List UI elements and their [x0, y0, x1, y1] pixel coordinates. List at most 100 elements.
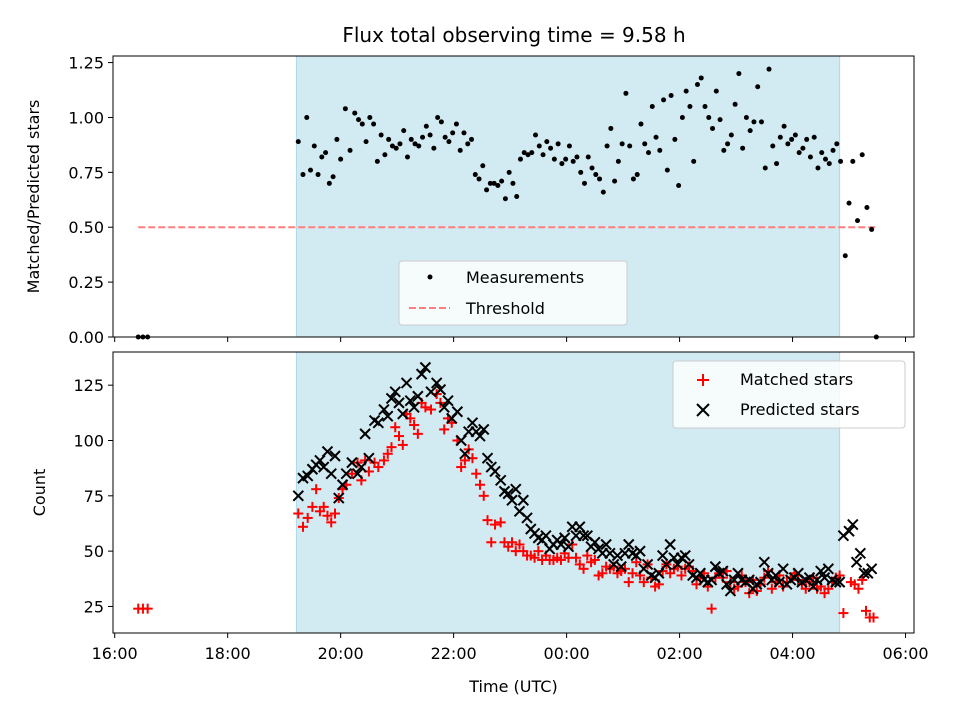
predicted-star-point — [521, 512, 533, 524]
matched-star-point — [394, 431, 405, 442]
predicted-star-point — [615, 560, 627, 573]
predicted-star-point — [494, 474, 507, 487]
matched-star-point — [619, 563, 630, 574]
measurement-point — [604, 143, 610, 149]
measurement-point — [330, 174, 336, 180]
predicted-star-point — [822, 563, 835, 575]
bottom-y-axis-label: Count — [30, 469, 49, 517]
predicted-star-point — [589, 536, 601, 548]
measurement-point — [732, 101, 738, 107]
x-tick-label: 22:00 — [431, 644, 477, 663]
measurement-point — [359, 121, 365, 127]
measurement-point — [581, 180, 587, 186]
measurement-point — [480, 163, 486, 169]
predicted-star-point — [517, 494, 529, 506]
bottom-legend-box — [672, 360, 906, 429]
matched-star-point — [439, 424, 450, 435]
matched-star-point — [533, 546, 544, 557]
measurement-point — [612, 178, 618, 184]
predicted-star-point — [807, 580, 819, 593]
measurement-point — [826, 161, 832, 167]
bottom-legend: Matched stars Predicted stars — [672, 360, 906, 429]
measurement-point — [834, 141, 840, 147]
measurement-point — [578, 169, 584, 175]
measurement-point — [630, 176, 636, 182]
predicted-star-point — [340, 467, 353, 480]
predicted-star-point — [758, 556, 771, 568]
measurement-point — [311, 143, 317, 149]
measurement-point — [706, 114, 712, 120]
matched-star-point — [420, 402, 431, 413]
matched-star-point — [346, 468, 357, 479]
measurement-point — [506, 169, 512, 175]
matched-star-point — [725, 577, 736, 588]
predicted-star-point — [451, 406, 464, 418]
predicted-star-point — [683, 558, 695, 571]
predicted-star-point — [562, 541, 575, 553]
top-plot-frame — [112, 55, 915, 338]
y-tick-label: 0.00 — [68, 328, 104, 347]
x-tick-label: 02:00 — [657, 644, 703, 663]
measurement-point — [819, 150, 825, 156]
matched-star-point — [582, 550, 593, 561]
predicted-star-point — [510, 483, 522, 495]
matched-star-point — [838, 608, 849, 619]
measurement-point — [585, 154, 591, 160]
measurement-point — [295, 139, 301, 145]
matched-star-point — [409, 420, 420, 431]
measurement-point — [725, 141, 731, 147]
predicted-star-point — [321, 445, 334, 458]
matched-star-point — [302, 512, 313, 523]
measurement-point — [435, 114, 441, 120]
measurement-point — [319, 154, 325, 160]
predicted-star-point — [459, 448, 471, 460]
measurement-point — [755, 84, 761, 90]
measurement-point — [823, 156, 829, 162]
matched-star-point — [307, 501, 318, 512]
measurement-point — [548, 145, 554, 151]
measurement-point — [804, 136, 810, 142]
measurements-series — [135, 66, 879, 340]
y-tick-label: 75 — [84, 487, 104, 506]
predicted-star-point — [850, 556, 863, 568]
predicted-legend-label: Predicted stars — [740, 400, 860, 419]
measurement-point — [638, 121, 644, 127]
measurement-point — [356, 117, 362, 123]
measurement-point — [811, 134, 817, 140]
measurement-point — [551, 156, 557, 162]
measurement-point — [842, 253, 848, 259]
measurement-point — [453, 121, 459, 127]
x-tick-label: 18:00 — [205, 644, 251, 663]
y-tick-label: 100 — [73, 432, 104, 451]
measurement-point — [514, 194, 520, 199]
top-y-axis-label: Matched/Predicted stars — [24, 100, 43, 294]
measurement-point — [510, 180, 516, 186]
matched-star-point — [397, 439, 408, 450]
matched-star-point — [293, 508, 304, 519]
predicted-star-point — [442, 394, 454, 407]
measurement-point — [334, 136, 340, 142]
predicted-star-point — [415, 368, 428, 380]
matched-star-point — [311, 484, 322, 495]
matched-star-point — [382, 448, 393, 459]
matched-star-point — [860, 605, 871, 616]
matched-star-point — [329, 508, 340, 519]
measurement-point — [338, 156, 344, 162]
predicted-star-point — [419, 361, 432, 374]
measurement-point — [792, 132, 798, 138]
predicted-star-point — [833, 576, 846, 588]
predicted-star-point — [843, 525, 855, 537]
measurement-point — [600, 189, 606, 195]
predicted-star-point — [709, 560, 722, 573]
measurement-point — [728, 132, 734, 138]
measurement-point — [342, 106, 348, 112]
measurement-point — [563, 156, 569, 162]
measurement-point — [743, 114, 749, 120]
measurement-point — [382, 152, 388, 158]
matched-star-point — [571, 552, 582, 563]
predicted-star-point — [777, 563, 789, 575]
matched-star-point — [471, 468, 482, 479]
measurement-point — [378, 132, 384, 138]
measurement-point — [347, 147, 353, 153]
predicted-star-point — [412, 390, 424, 402]
